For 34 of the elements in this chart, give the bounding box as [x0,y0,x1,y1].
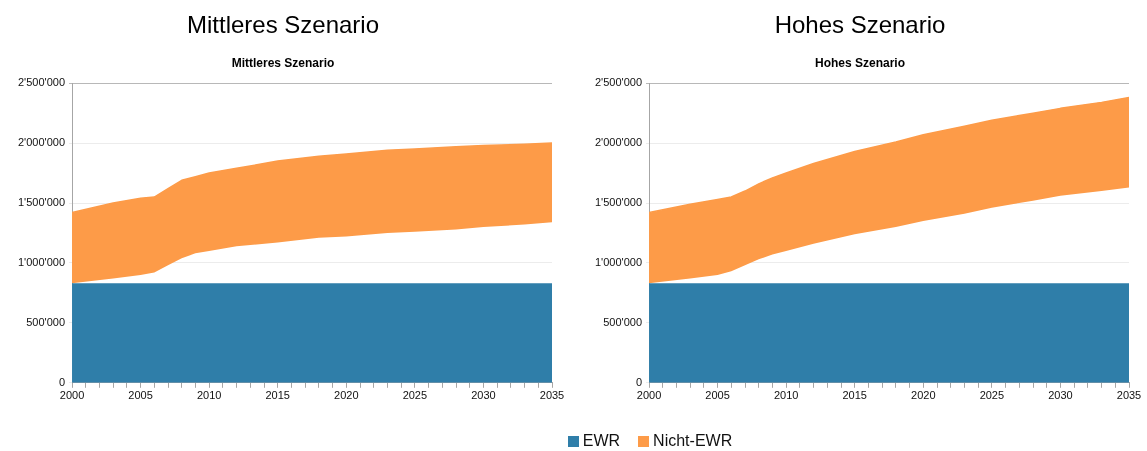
y-tick-label: 1'000'000 [594,255,643,268]
y-tick-label: 2'000'000 [17,136,66,149]
y-tick-label: 0 [635,375,643,388]
x-tick-label: 2005 [128,389,153,402]
chart-subtitle: Hohes Szenario [774,11,946,39]
y-tick-label: 1'500'000 [17,196,66,209]
y-tick-label: 2'500'000 [17,76,66,89]
x-tick-label: 2030 [471,389,496,402]
x-tick-label: 2000 [59,389,85,402]
x-tick-label: 2010 [196,389,222,402]
legend-label: EWR [582,432,621,450]
y-tick-label: 500'000 [26,315,66,328]
y-tick-label: 2'500'000 [594,76,643,89]
x-tick-label: 2020 [334,389,359,402]
y-tick-label: 500'000 [603,315,643,328]
chart-title: Hohes Szenario [814,56,906,71]
chart-title: Mittleres Szenario [231,56,335,71]
chart-subtitle: Mittleres Szenario [186,11,380,39]
x-tick-label: 2030 [1048,389,1073,402]
y-tick-label: 1'000'000 [17,255,66,268]
x-tick-label: 2000 [636,389,662,402]
y-tick-label: 0 [58,375,66,388]
x-tick-label: 2020 [911,389,936,402]
x-tick-label: 2025 [979,389,1005,402]
x-tick-label: 2025 [402,389,428,402]
x-tick-label: 2005 [705,389,730,402]
y-tick-label: 2'000'000 [594,136,643,149]
x-tick-label: 2035 [539,389,565,402]
x-tick-label: 2035 [1116,389,1142,402]
x-tick-label: 2010 [773,389,799,402]
x-tick-label: 2015 [265,389,290,402]
x-tick-label: 2015 [842,389,867,402]
y-tick-label: 1'500'000 [594,196,643,209]
legend-label: Nicht-EWR [653,432,733,450]
